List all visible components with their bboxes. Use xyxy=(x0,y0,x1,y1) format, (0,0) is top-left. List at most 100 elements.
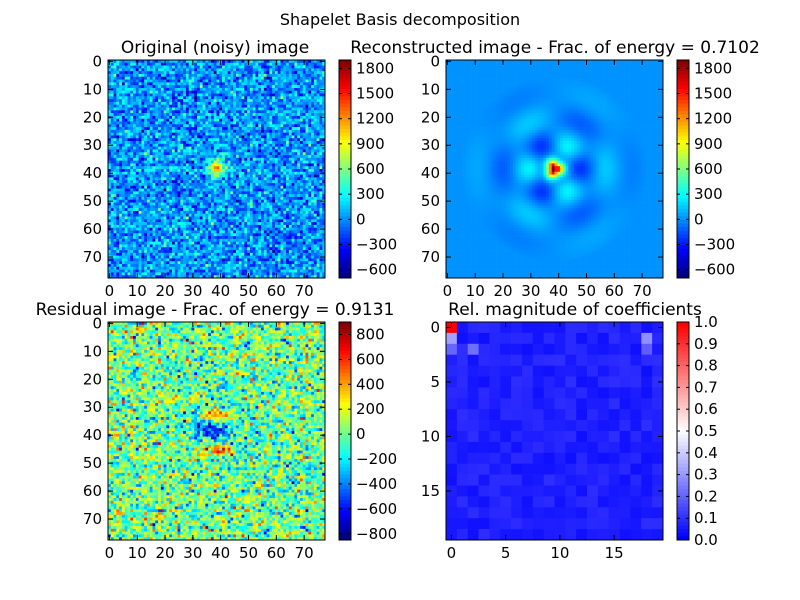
heatmap-cell xyxy=(233,110,237,114)
heatmap-cell xyxy=(124,157,128,161)
heatmap-cell xyxy=(299,152,304,156)
heatmap-cell xyxy=(235,104,240,108)
heatmap-cell xyxy=(130,166,134,170)
heatmap-cell xyxy=(158,205,162,209)
heatmap-cell xyxy=(110,152,114,156)
heatmap-cell xyxy=(208,185,212,189)
heatmap-cell xyxy=(224,113,228,117)
heatmap-cell xyxy=(258,160,262,164)
heatmap-cell xyxy=(299,118,304,122)
heatmap-cell xyxy=(291,115,295,120)
heatmap-cell xyxy=(205,113,209,117)
heatmap-cell xyxy=(119,146,123,150)
heatmap-cell xyxy=(238,129,242,134)
heatmap-cell xyxy=(202,73,206,78)
heatmap-cell xyxy=(294,222,298,226)
heatmap-cell xyxy=(227,185,231,189)
heatmap-cell xyxy=(191,222,195,226)
heatmap-cell xyxy=(121,124,126,128)
heatmap-cell xyxy=(119,149,123,153)
heatmap-cell xyxy=(222,101,226,106)
heatmap-cell xyxy=(222,141,226,145)
heatmap-cell xyxy=(252,191,256,195)
heatmap-cell xyxy=(258,216,262,220)
heatmap-cell xyxy=(261,199,265,203)
heatmap-cell xyxy=(280,115,284,120)
heatmap-cell xyxy=(266,188,270,192)
heatmap-cell xyxy=(180,76,184,80)
heatmap-cell xyxy=(199,174,203,178)
heatmap-cell xyxy=(155,149,159,153)
heatmap-cell xyxy=(119,205,123,209)
heatmap-cell xyxy=(291,222,295,226)
heatmap-cell xyxy=(149,202,153,206)
heatmap-cell xyxy=(266,227,270,231)
heatmap-cell xyxy=(180,149,184,153)
heatmap-cell xyxy=(241,224,245,229)
heatmap-cell xyxy=(116,132,120,136)
heatmap-cell xyxy=(205,71,209,75)
heatmap-cell xyxy=(263,96,267,100)
heatmap-cell xyxy=(155,171,159,175)
heatmap-cell xyxy=(133,188,137,192)
heatmap-cell xyxy=(263,141,267,145)
heatmap-cell xyxy=(252,82,256,86)
heatmap-cell xyxy=(311,71,315,75)
heatmap-cell xyxy=(180,118,184,122)
heatmap-cell xyxy=(219,163,223,167)
heatmap-cell xyxy=(124,115,128,120)
heatmap-cell xyxy=(266,202,270,206)
heatmap-cell xyxy=(297,155,301,159)
heatmap-cell xyxy=(277,155,281,159)
heatmap-cell xyxy=(241,110,245,114)
heatmap-cell xyxy=(280,149,284,153)
heatmap-cell xyxy=(277,99,281,103)
heatmap-cell xyxy=(222,163,226,167)
heatmap-cell xyxy=(272,132,276,136)
heatmap-cell xyxy=(177,216,181,220)
heatmap-cell xyxy=(266,113,270,117)
heatmap-cell xyxy=(110,182,114,187)
heatmap-cell xyxy=(266,222,270,226)
heatmap-cell xyxy=(166,210,170,215)
heatmap-cell xyxy=(183,166,187,170)
heatmap-cell xyxy=(224,101,228,106)
heatmap-cell xyxy=(294,124,298,128)
heatmap-cell xyxy=(113,224,117,229)
heatmap-cell xyxy=(141,85,145,89)
heatmap-cell xyxy=(263,65,267,69)
heatmap-cell xyxy=(247,113,251,117)
heatmap-cell xyxy=(174,224,178,229)
heatmap-cell xyxy=(227,155,231,159)
heatmap-cell xyxy=(241,118,245,122)
heatmap-cell xyxy=(144,169,148,173)
heatmap-cell xyxy=(294,93,298,97)
heatmap-cell xyxy=(261,155,265,159)
heatmap-cell xyxy=(127,163,131,167)
heatmap-cell xyxy=(121,191,126,195)
heatmap-cell xyxy=(313,135,317,139)
heatmap-cell xyxy=(194,82,198,86)
heatmap-cell xyxy=(283,191,287,195)
heatmap-cell xyxy=(255,185,259,189)
heatmap-cell xyxy=(163,99,167,103)
heatmap-cell xyxy=(274,208,279,212)
heatmap-cell xyxy=(222,224,226,229)
heatmap-cell xyxy=(249,224,254,229)
heatmap-cell xyxy=(299,236,304,240)
heatmap-cell xyxy=(249,110,254,114)
heatmap-cell xyxy=(202,210,206,215)
heatmap-cell xyxy=(208,171,212,175)
heatmap-cell xyxy=(277,149,281,153)
heatmap-cell xyxy=(247,73,251,78)
heatmap-cell xyxy=(255,96,259,100)
heatmap-cell xyxy=(113,205,117,209)
heatmap-cell xyxy=(216,110,220,114)
heatmap-cell xyxy=(191,115,195,120)
heatmap-cell xyxy=(197,73,201,78)
heatmap-cell xyxy=(119,93,123,97)
heatmap-cell xyxy=(152,135,156,139)
heatmap-cell xyxy=(266,93,270,97)
heatmap-cell xyxy=(188,171,192,175)
heatmap-cell xyxy=(113,93,117,97)
